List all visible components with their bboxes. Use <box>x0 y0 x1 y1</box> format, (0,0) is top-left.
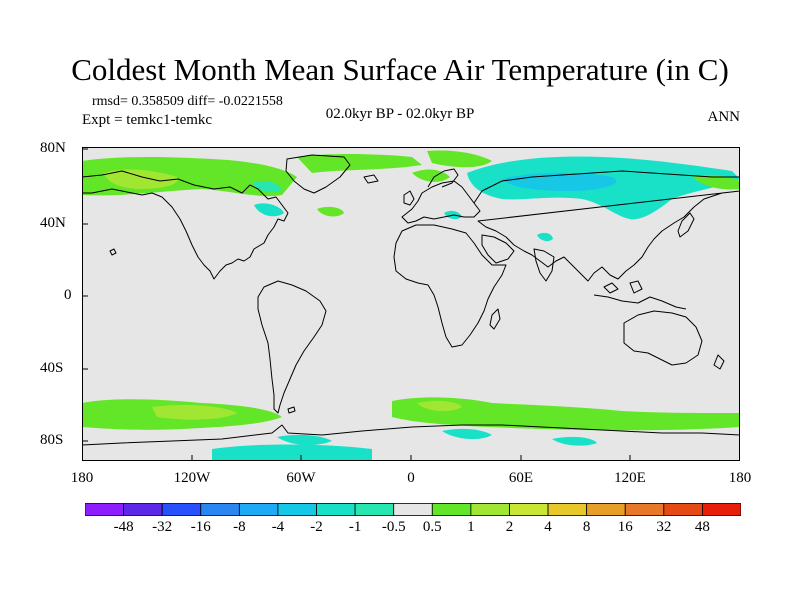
x-tick-label-60w: 60W <box>286 470 316 486</box>
colorbar-box <box>586 503 626 516</box>
x-tick-label-120w: 120W <box>173 470 211 486</box>
colorbar-box <box>277 503 317 516</box>
anomaly-warm-south-atlantic <box>417 400 462 412</box>
colorbar-label: 16 <box>617 519 633 535</box>
map-tick-marks <box>82 148 631 461</box>
colorbar-box <box>624 503 665 516</box>
coast-scandinavia <box>427 168 459 188</box>
season-text: ANN <box>707 109 741 125</box>
colorbar-box <box>470 503 510 516</box>
stats-text: rmsd= 0.358509 diff= -0.0221558 <box>92 94 283 109</box>
anomaly-positive-greenland <box>427 150 492 168</box>
period-text: 02.0kyr BP - 02.0kyr BP <box>325 106 475 122</box>
colorbar-label: 8 <box>582 519 591 535</box>
coast-madagascar <box>489 308 501 330</box>
colorbar-label: -48 <box>113 519 134 535</box>
coast-antarctica <box>82 424 740 446</box>
coast-north-america <box>82 170 289 280</box>
y-tick-label-80n: 80N <box>40 140 66 156</box>
coast-europe <box>401 180 481 224</box>
colorbar-box <box>393 503 433 516</box>
chart-title: Coldest Month Mean Surface Air Temperatu… <box>71 52 729 87</box>
colorbar <box>85 503 741 516</box>
colorbar-box <box>85 503 124 516</box>
coast-greenland <box>285 154 351 194</box>
x-tick-label-180-west: 180 <box>70 470 94 486</box>
colorbar-label: -0.5 <box>381 519 406 535</box>
anomaly-negative-labrador <box>254 203 284 217</box>
anomaly-negative-siberia <box>467 156 740 220</box>
anomaly-negative-antarctic-2 <box>212 444 372 461</box>
anomaly-positive-east-siberia <box>692 174 740 190</box>
coast-falklands <box>287 406 296 414</box>
colorbar-box <box>354 503 395 516</box>
coast-asia <box>473 170 740 282</box>
anomaly-negative-tibet <box>537 232 553 242</box>
colorbar-box <box>702 503 741 516</box>
x-tick-label-180-east: 180 <box>728 470 752 486</box>
colorbar-label: 2 <box>505 519 514 535</box>
coastlines <box>82 154 740 446</box>
y-tick-label-0: 0 <box>64 287 72 303</box>
colorbar-label: 0.5 <box>422 519 442 535</box>
experiment-text: Expt = temkc1-temkc <box>82 112 213 128</box>
colorbar-label: -16 <box>190 519 211 535</box>
anomaly-positive-south-atlantic <box>392 397 740 431</box>
anomaly-warm-south-pacific <box>152 405 237 420</box>
colorbar-label: 48 <box>694 519 710 535</box>
anomaly-positive-canada <box>297 154 422 173</box>
x-tick-label-120e: 120E <box>614 470 646 486</box>
anomaly-negative-antarctic-1 <box>277 434 332 446</box>
colorbar-label: 4 <box>544 519 552 535</box>
colorbar-label: -32 <box>152 519 173 535</box>
anomaly-negative-antarctic-3 <box>442 428 492 440</box>
colorbar-box <box>663 503 703 516</box>
y-tick-label-80s: 80S <box>40 432 64 448</box>
colorbar-box <box>161 503 202 516</box>
colorbar-label: -2 <box>310 519 323 535</box>
coast-south-america <box>257 280 327 414</box>
coast-india <box>533 248 555 282</box>
coast-japan <box>677 212 695 238</box>
colorbar-box <box>123 503 163 516</box>
colorbar-box <box>200 503 240 516</box>
colorbar-box <box>238 503 279 516</box>
colorbar-box <box>316 503 356 516</box>
coast-australia <box>623 310 703 366</box>
colorbar-label: -4 <box>271 519 285 535</box>
colorbar-label: -1 <box>348 519 362 535</box>
coast-indonesia <box>593 280 687 310</box>
colorbar-box <box>509 503 549 516</box>
colorbar-box <box>431 503 472 516</box>
coast-africa <box>393 224 507 348</box>
coast-britain <box>403 190 415 206</box>
colorbar-label: 1 <box>467 519 475 535</box>
coast-arabia <box>481 234 515 264</box>
anomaly-positive-atlantic <box>317 206 344 217</box>
coast-iceland <box>363 174 379 184</box>
anomaly-negative-antarctic-4 <box>552 436 597 446</box>
anomaly-negative-hudson <box>252 181 282 193</box>
coast-new-zealand <box>713 354 725 370</box>
anomaly-fields <box>82 150 740 461</box>
colorbar-label: -8 <box>233 519 246 535</box>
y-tick-label-40s: 40S <box>40 360 64 376</box>
colorbar-box <box>547 503 588 516</box>
y-tick-label-40n: 40N <box>40 215 66 231</box>
x-tick-label-60e: 60E <box>508 470 534 486</box>
colorbar-label: 32 <box>656 519 672 535</box>
world-map <box>82 147 740 461</box>
anomaly-warm-alaska <box>104 169 178 189</box>
x-tick-label-0: 0 <box>407 470 415 486</box>
coast-hawaii <box>109 248 117 256</box>
